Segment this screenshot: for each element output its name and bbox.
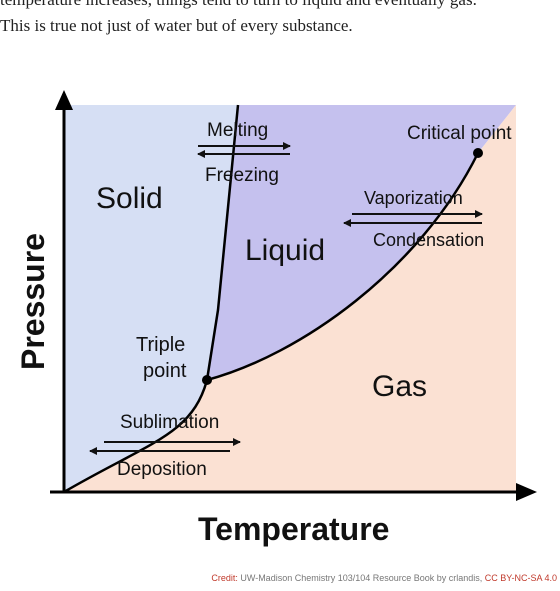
gas-region <box>64 105 516 492</box>
critical-point-marker <box>473 148 483 158</box>
solid-label: Solid <box>96 182 163 215</box>
credit-license-link[interactable]: CC BY-NC-SA 4.0 <box>484 573 557 583</box>
gas-label: Gas <box>372 370 427 403</box>
triple-point-label-2: point <box>143 360 187 382</box>
credit-prefix: Credit: <box>211 573 238 583</box>
phase-diagram: Solid Liquid Gas Triple point Critical p… <box>15 90 537 547</box>
intro-text: temperature increases, things tend to tu… <box>0 0 560 39</box>
x-axis-title: Temperature <box>198 511 389 547</box>
melting-curve <box>205 104 240 381</box>
condensation-label: Condensation <box>373 230 484 250</box>
intro-line-2: This is true not just of water but of ev… <box>0 16 353 35</box>
image-credit: Credit: UW-Madison Chemistry 103/104 Res… <box>211 573 557 583</box>
sublimation-label: Sublimation <box>120 412 219 433</box>
intro-line-1: temperature increases, things tend to tu… <box>0 0 560 13</box>
deposition-label: Deposition <box>117 459 207 480</box>
liquid-region <box>207 105 516 380</box>
critical-point-label: Critical point <box>407 123 512 144</box>
liquid-label: Liquid <box>245 234 325 267</box>
vaporization-condensation-arrows <box>343 210 483 227</box>
credit-text: UW-Madison Chemistry 103/104 Resource Bo… <box>237 573 485 583</box>
x-axis-arrow-icon <box>516 483 537 501</box>
solid-region <box>64 105 238 492</box>
melting-label: Melting <box>207 120 268 141</box>
triple-point-label-1: Triple <box>136 334 185 356</box>
vaporization-curve <box>206 152 480 382</box>
sublimation-deposition-arrows <box>89 438 241 455</box>
y-axis-title: Pressure <box>15 233 51 370</box>
y-axis-arrow-icon <box>55 90 73 110</box>
melting-freezing-arrows <box>197 142 291 158</box>
freezing-label: Freezing <box>205 165 279 186</box>
triple-point-marker <box>202 375 212 385</box>
sublimation-curve <box>63 379 209 494</box>
vaporization-label: Vaporization <box>364 188 463 208</box>
